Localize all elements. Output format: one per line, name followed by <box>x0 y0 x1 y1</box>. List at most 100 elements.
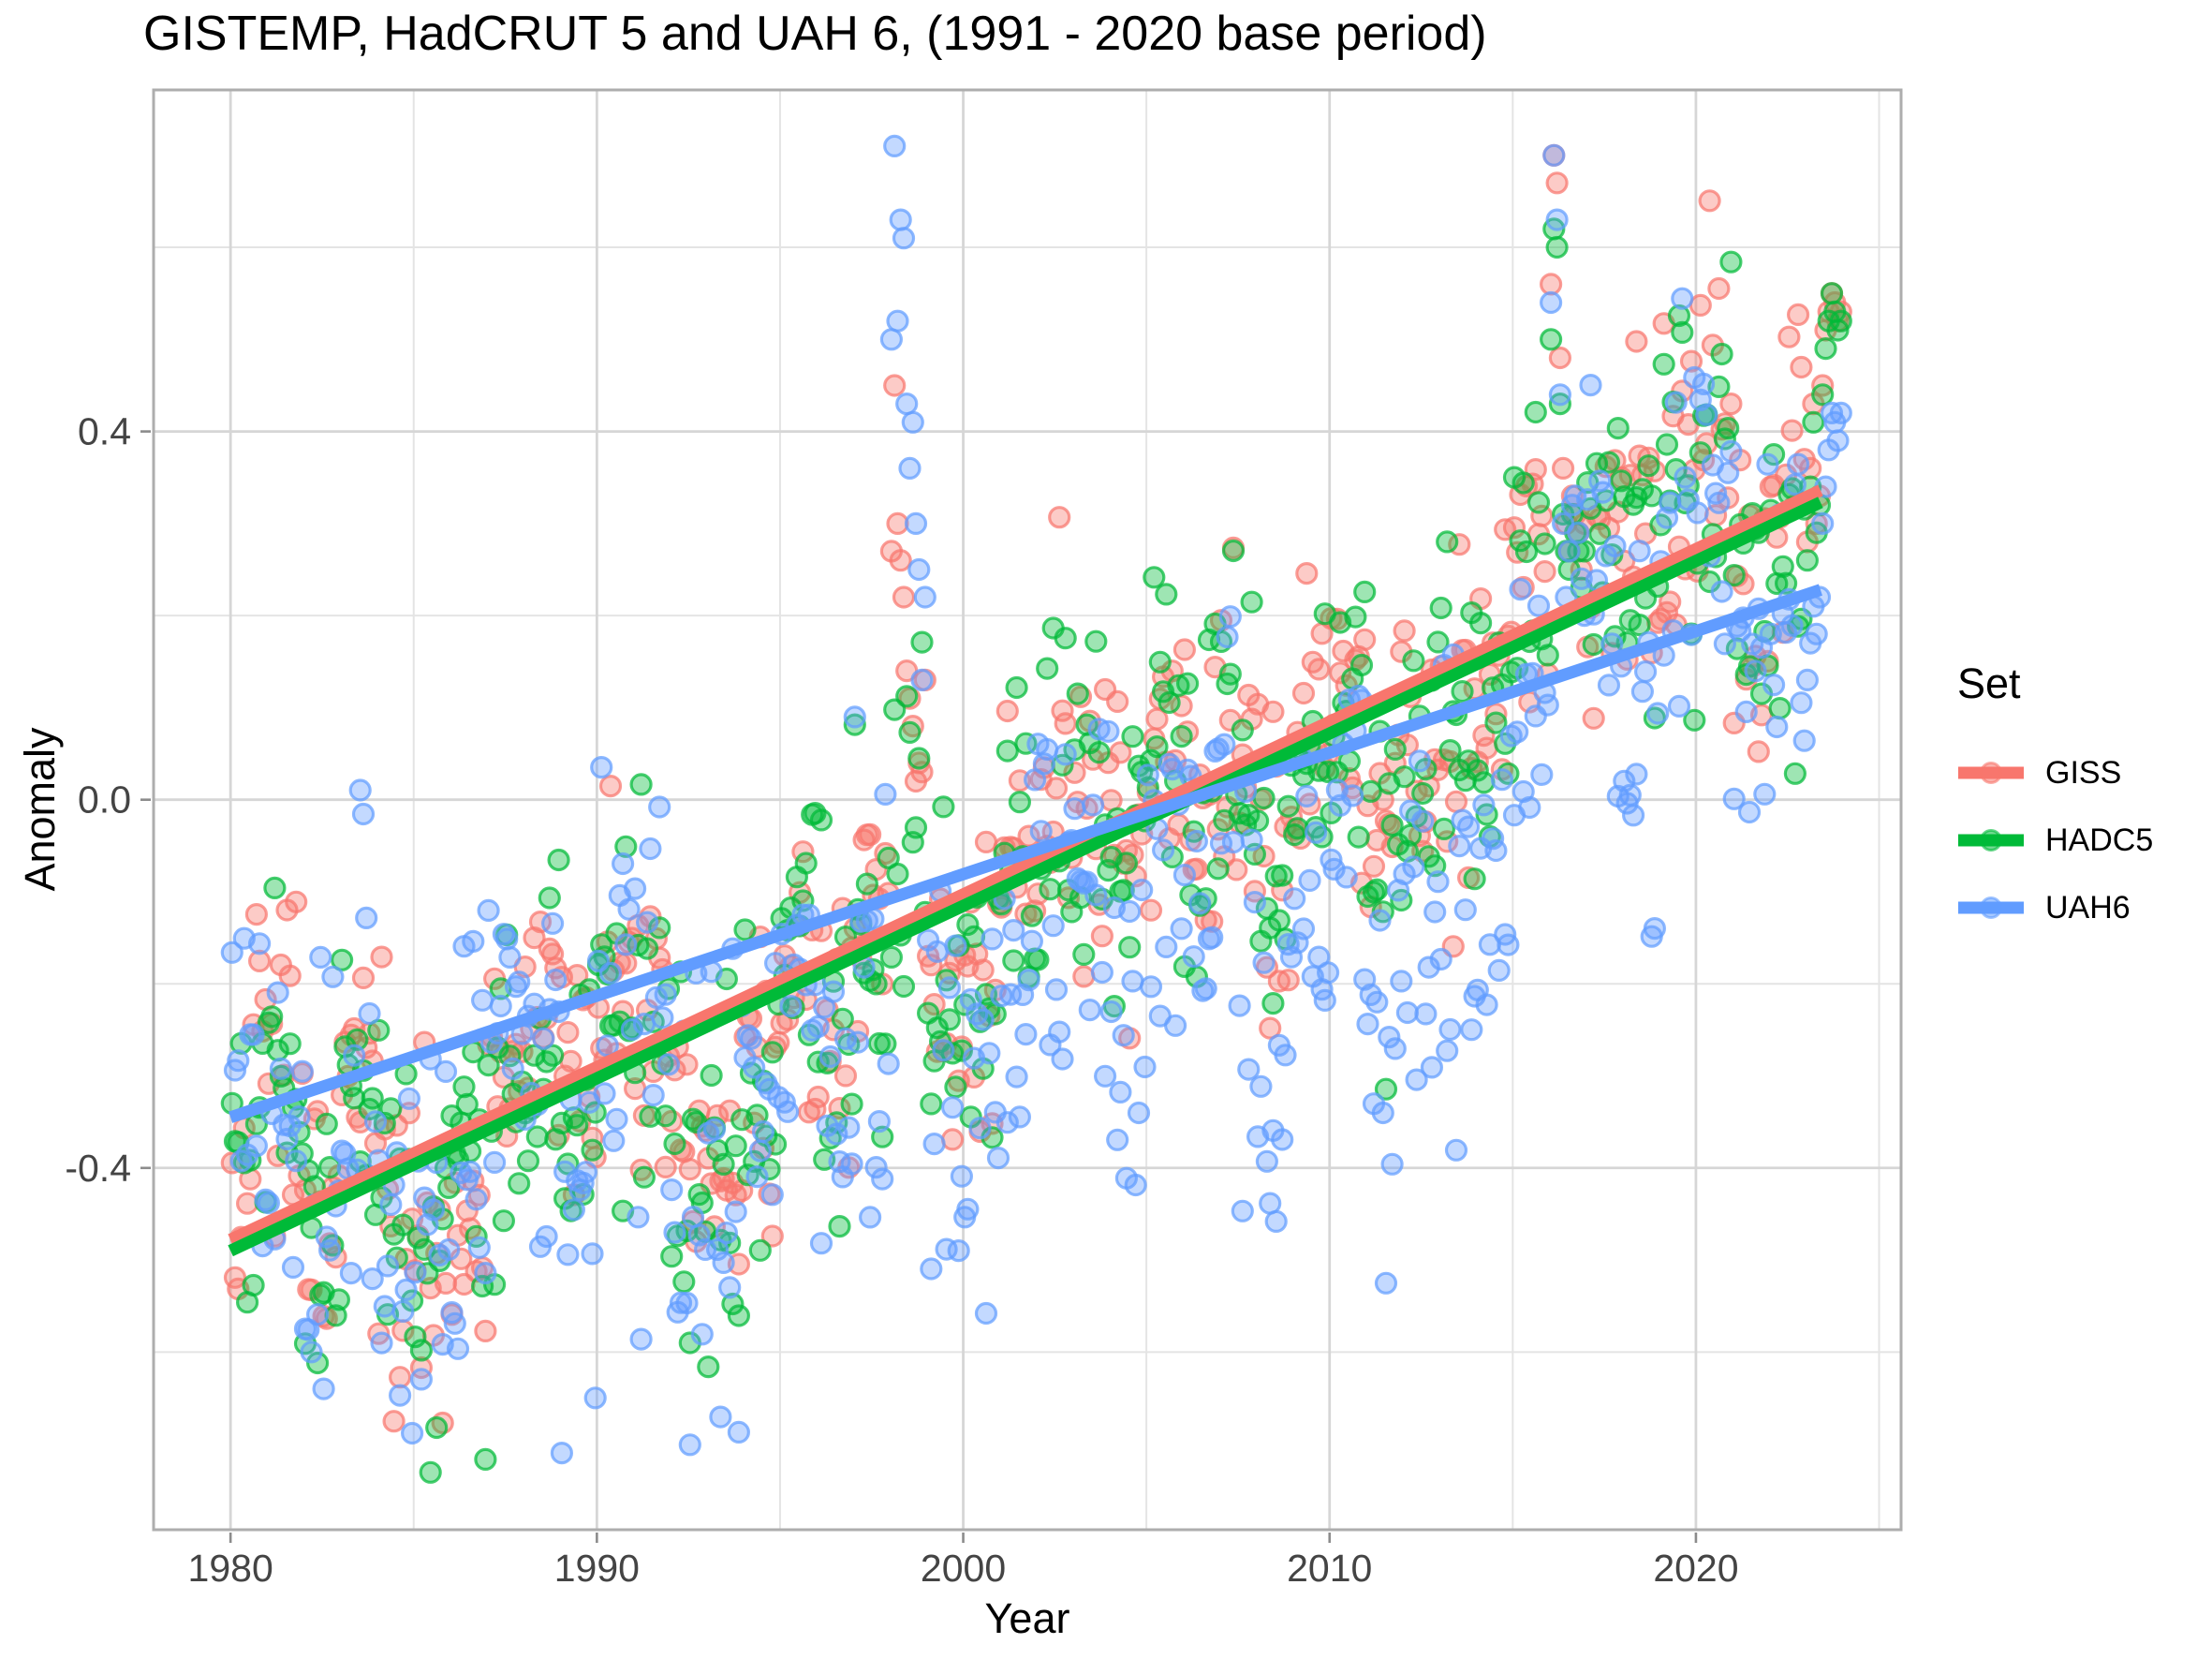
scatter-point-uah6 <box>1093 1064 1117 1088</box>
scatter-point-hadc5 <box>1084 630 1108 653</box>
scatter-point-uah6 <box>1420 1056 1444 1079</box>
scatter-point-uah6 <box>1472 793 1496 817</box>
scatter-point-uah6 <box>1356 1012 1379 1036</box>
scatter-point-hadc5 <box>1545 235 1569 259</box>
scatter-point-uah6 <box>779 994 803 1018</box>
scatter-point-uah6 <box>437 1237 461 1262</box>
scatter-point-hadc5 <box>831 1007 854 1030</box>
scatter-point-uah6 <box>623 877 647 900</box>
scatter-point-uah6 <box>702 1118 727 1141</box>
scatter-point-giss <box>1625 330 1648 353</box>
scatter-point-uah6 <box>434 1059 458 1084</box>
scatter-point-hadc5 <box>391 1213 415 1237</box>
scatter-point-uah6 <box>1667 694 1691 718</box>
scatter-point-uah6 <box>660 1178 684 1202</box>
scatter-point-uah6 <box>1044 978 1069 1001</box>
y-axis-title: Anomaly <box>16 727 64 892</box>
scatter-point-uah6 <box>889 208 912 231</box>
scatter-point-uah6 <box>629 1327 653 1351</box>
scatter-point-hadc5 <box>1347 825 1370 849</box>
scatter-point-uah6 <box>739 1027 763 1050</box>
scatter-point-hadc5 <box>1719 250 1743 274</box>
scatter-point-uah6 <box>1436 1039 1459 1062</box>
scatter-point-uah6 <box>1090 960 1114 985</box>
scatter-point-uah6 <box>1390 970 1413 993</box>
scatter-point-giss <box>1539 273 1563 296</box>
scatter-point-giss <box>1475 736 1498 760</box>
scatter-point-giss <box>1106 689 1129 714</box>
scatter-point-uah6 <box>1539 290 1563 315</box>
scatter-point-giss <box>1099 789 1123 812</box>
scatter-point-giss <box>351 966 376 990</box>
scatter-point-giss <box>1688 293 1712 317</box>
scatter-point-uah6 <box>285 1149 308 1173</box>
scatter-point-uah6 <box>617 897 641 921</box>
scatter-point-hadc5 <box>1411 781 1435 806</box>
scatter-point-hadc5 <box>1008 791 1032 814</box>
scatter-point-uah6 <box>404 1261 427 1284</box>
legend-key-line-point-icon <box>1958 762 2024 784</box>
scatter-point-hadc5 <box>1829 309 1852 333</box>
scatter-point-hadc5 <box>910 630 934 654</box>
scatter-point-giss <box>678 1158 701 1181</box>
scatter-point-hadc5 <box>1402 649 1425 673</box>
scatter-point-uah6 <box>978 1042 1001 1065</box>
scatter-point-uah6 <box>724 1200 747 1223</box>
scatter-point-giss <box>1201 910 1224 933</box>
scatter-point-uah6 <box>306 1303 330 1326</box>
scatter-point-hadc5 <box>1783 762 1807 785</box>
scatter-point-uah6 <box>1313 988 1336 1013</box>
scatter-point-uah6 <box>1237 1058 1261 1081</box>
scatter-point-giss <box>1395 733 1420 757</box>
scatter-point-uah6 <box>1243 890 1267 914</box>
scatter-point-uah6 <box>550 1441 574 1465</box>
scatter-point-uah6 <box>309 945 332 970</box>
scatter-point-uah6 <box>1252 951 1276 974</box>
scatter-point-giss <box>1044 777 1069 800</box>
scatter-point-hadc5 <box>1536 644 1559 667</box>
scatter-point-hadc5 <box>840 1092 863 1116</box>
scatter-point-giss <box>1707 276 1731 301</box>
scatter-point-uah6 <box>540 911 565 935</box>
scatter-point-hadc5 <box>1020 904 1044 927</box>
scatter-point-giss <box>1777 325 1801 348</box>
scatter-point-uah6 <box>871 1167 894 1191</box>
scatter-point-uah6 <box>321 965 345 988</box>
scatter-point-uah6 <box>760 1183 784 1207</box>
scatter-point-giss <box>995 699 1019 723</box>
scatter-point-uah6 <box>581 1242 604 1266</box>
scatter-point-giss <box>1790 355 1813 379</box>
scatter-point-uah6 <box>971 1008 995 1031</box>
scatter-point-hadc5 <box>1246 809 1270 833</box>
scatter-point-hadc5 <box>1429 596 1453 620</box>
scatter-point-giss <box>1307 658 1331 681</box>
scatter-point-uah6 <box>605 1107 628 1131</box>
scatter-point-uah6 <box>1506 720 1529 744</box>
scatter-point-uah6 <box>379 1192 403 1217</box>
panel-border <box>152 88 1903 1532</box>
scatter-point-uah6 <box>981 927 1004 951</box>
scatter-point-uah6 <box>1630 680 1655 704</box>
scatter-point-uah6 <box>1426 870 1450 894</box>
scatter-point-hadc5 <box>1002 949 1025 972</box>
scatter-point-uah6 <box>1240 828 1263 852</box>
scatter-point-uah6 <box>874 782 897 807</box>
scatter-point-uah6 <box>583 1386 607 1410</box>
scatter-point-uah6 <box>459 1160 482 1183</box>
scatter-point-hadc5 <box>1121 725 1144 748</box>
scatter-point-uah6 <box>1008 1105 1032 1129</box>
scatter-point-hadc5 <box>697 1355 720 1379</box>
scatter-point-uah6 <box>1691 372 1716 395</box>
scatter-point-uah6 <box>1628 540 1651 563</box>
scatter-point-uah6 <box>1395 1000 1420 1025</box>
scatter-point-hadc5 <box>327 1288 350 1311</box>
scatter-point-uah6 <box>389 1384 412 1407</box>
legend-key-line-point-icon <box>1958 896 2024 919</box>
scatter-point-uah6 <box>244 1134 268 1158</box>
scatter-point-hadc5 <box>409 1339 433 1362</box>
scatter-point-giss <box>598 774 623 798</box>
trend-lines-layer <box>228 484 1823 1257</box>
scatter-point-uah6 <box>391 1299 415 1324</box>
scatter-point-hadc5 <box>886 862 909 886</box>
scatter-point-uah6 <box>883 134 907 157</box>
